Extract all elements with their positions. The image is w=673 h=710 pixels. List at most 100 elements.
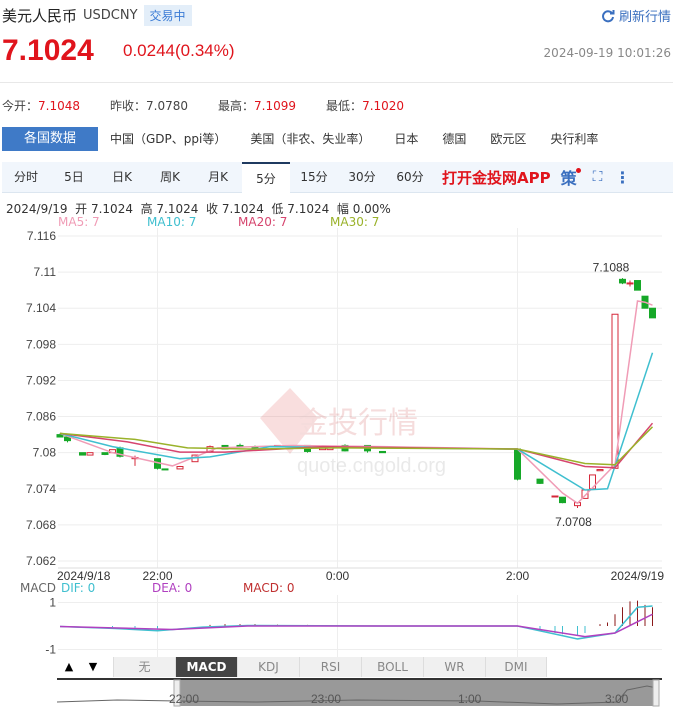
candle-down <box>559 496 566 504</box>
dea-line <box>59 613 653 638</box>
y-tick-label: 7.074 <box>26 482 56 496</box>
x-tick-label: 2:00 <box>506 569 530 583</box>
strategy-button[interactable]: 策 <box>561 165 581 189</box>
scroll-down-button[interactable]: ▼ <box>81 657 105 677</box>
ma5-label: MA5: 7 <box>58 215 100 229</box>
candle-up <box>626 282 634 285</box>
candle-up <box>551 495 559 498</box>
current-price: 7.1024 <box>2 34 94 67</box>
candle-down <box>649 307 656 319</box>
tab-usa[interactable]: 美国（非农、失业率） <box>250 132 371 146</box>
macd-title: MACD <box>20 581 56 595</box>
quote-time: 2024-09-19 10:01:26 <box>543 46 671 60</box>
refresh-label: 刷新行情 <box>618 10 671 25</box>
tab-weekly[interactable]: 周K <box>160 169 180 184</box>
range-navigator[interactable]: 22:00 23:00 1:00 3:00 <box>57 678 662 708</box>
macd-chart: 1 -1 <box>45 595 662 657</box>
candle-down <box>79 452 86 456</box>
y-tick-label: 7.092 <box>26 373 56 387</box>
period-tabs: 分时 5日 日K 周K 月K 5分 15分 30分 60分 打开金投网APP 策… <box>2 161 673 193</box>
ma10-label: MA10: 7 <box>147 215 197 229</box>
y-tick-label: 7.068 <box>26 518 56 532</box>
y-tick-label: 7.11 <box>34 265 57 279</box>
macd-y-label: 1 <box>49 596 56 610</box>
tab-30min[interactable]: 30分 <box>348 169 376 184</box>
stats-row: 今开：7.1048 昨收：7.0780 最高：7.1099 最低：7.1020 <box>2 97 434 114</box>
tab-china[interactable]: 中国（GDP、ppi等） <box>110 132 227 146</box>
candle-up <box>86 452 94 456</box>
x-tick-label: 2024/9/19 <box>611 569 665 583</box>
candle-up <box>596 469 604 472</box>
candle-down <box>634 280 641 291</box>
instrument-name: 美元人民币 <box>2 7 78 25</box>
tab-15min[interactable]: 15分 <box>300 169 328 184</box>
tab-none[interactable]: 无 <box>113 657 175 677</box>
price-annotation: 7.1088 <box>593 260 630 274</box>
tab-central-bank-rates[interactable]: 央行利率 <box>550 132 599 146</box>
tab-kdj[interactable]: KDJ <box>237 657 299 677</box>
tab-monthly[interactable]: 月K <box>208 169 228 184</box>
tab-60min[interactable]: 60分 <box>396 169 424 184</box>
y-tick-label: 7.116 <box>27 229 56 243</box>
instrument-symbol: USDCNY <box>83 8 138 23</box>
stat-prev-close: 昨收：7.0780 <box>110 99 189 113</box>
stat-high: 最高：7.1099 <box>218 99 297 113</box>
tab-daily[interactable]: 日K <box>112 169 132 184</box>
y-tick-label: 7.086 <box>26 410 56 424</box>
watermark-text: 金投行情 <box>298 407 418 440</box>
nav-label: 3:00 <box>605 692 629 706</box>
y-tick-label: 7.08 <box>33 446 57 460</box>
watermark: 金投行情 quote.cngold.org <box>260 388 446 477</box>
candlestick-chart[interactable]: 金投行情 quote.cngold.org 7.116 7.11 7.104 7.09… <box>0 228 673 588</box>
ma30-line <box>59 426 654 466</box>
refresh-button[interactable]: 刷新行情 <box>601 6 671 25</box>
x-tick-label: 0:00 <box>326 569 350 583</box>
tab-macd[interactable]: MACD <box>175 657 237 677</box>
fullscreen-icon[interactable]: ⛶ <box>592 169 603 185</box>
dif-label: DIF: 0 <box>60 581 96 595</box>
tab-intraday[interactable]: 分时 <box>13 169 38 184</box>
tab-5min[interactable]: 5分 <box>242 161 290 193</box>
more-icon[interactable]: ⋮ <box>614 167 631 187</box>
tab-rsi[interactable]: RSI <box>299 657 361 677</box>
watermark-url: quote.cngold.org <box>297 455 446 477</box>
tab-wr[interactable]: WR <box>423 657 485 677</box>
title-row: 美元人民币 USDCNY 交易中 <box>2 5 192 26</box>
nav-label: 1:00 <box>458 692 482 706</box>
stat-low: 最低：7.1020 <box>326 99 405 113</box>
price-annotation: 7.0708 <box>555 515 592 529</box>
refresh-icon <box>602 9 615 22</box>
ma20-line <box>59 422 654 469</box>
candle-info: 2024/9/19 开 7.1024 高 7.1024 收 7.1024 低 7… <box>6 202 391 216</box>
trading-status-badge: 交易中 <box>143 5 192 26</box>
candle-up <box>176 466 184 470</box>
candle-down <box>64 436 71 442</box>
tab-japan[interactable]: 日本 <box>394 132 419 146</box>
indicator-tabs: ▲ ▼ 无 MACD KDJ RSI BOLL WR DMI <box>57 657 547 677</box>
candle-down <box>161 468 169 471</box>
candle-down <box>56 434 64 438</box>
y-tick-label: 7.098 <box>26 337 56 351</box>
tab-5day[interactable]: 5日 <box>64 169 84 184</box>
tab-germany[interactable]: 德国 <box>442 132 467 146</box>
candle-down <box>536 478 544 484</box>
candle-down <box>619 278 626 284</box>
macd-label: MACD: 0 <box>242 581 295 595</box>
tab-dmi[interactable]: DMI <box>485 657 547 677</box>
nav-label: 23:00 <box>311 692 341 706</box>
open-app-link[interactable]: 打开金投网APP <box>442 168 551 187</box>
divider <box>0 82 673 83</box>
ma-legend: MA5: 7 MA10: 7 MA20: 7 MA30: 7 <box>58 215 379 229</box>
macd-legend: MACD DIF: 0 DEA: 0 MACD: 0 <box>20 581 294 595</box>
navigator-left-handle[interactable] <box>173 679 181 707</box>
tab-boll[interactable]: BOLL <box>361 657 423 677</box>
dif-line <box>59 605 653 640</box>
tab-country-data[interactable]: 各国数据 <box>2 127 98 151</box>
stat-open: 今开：7.1048 <box>2 99 81 113</box>
candle-down <box>514 448 521 480</box>
scroll-up-button[interactable]: ▲ <box>57 657 81 677</box>
navigator-right-handle[interactable] <box>652 679 660 707</box>
tab-eurozone[interactable]: 欧元区 <box>490 132 527 146</box>
dea-label: DEA: 0 <box>151 581 193 595</box>
y-tick-label: 7.062 <box>26 554 56 568</box>
